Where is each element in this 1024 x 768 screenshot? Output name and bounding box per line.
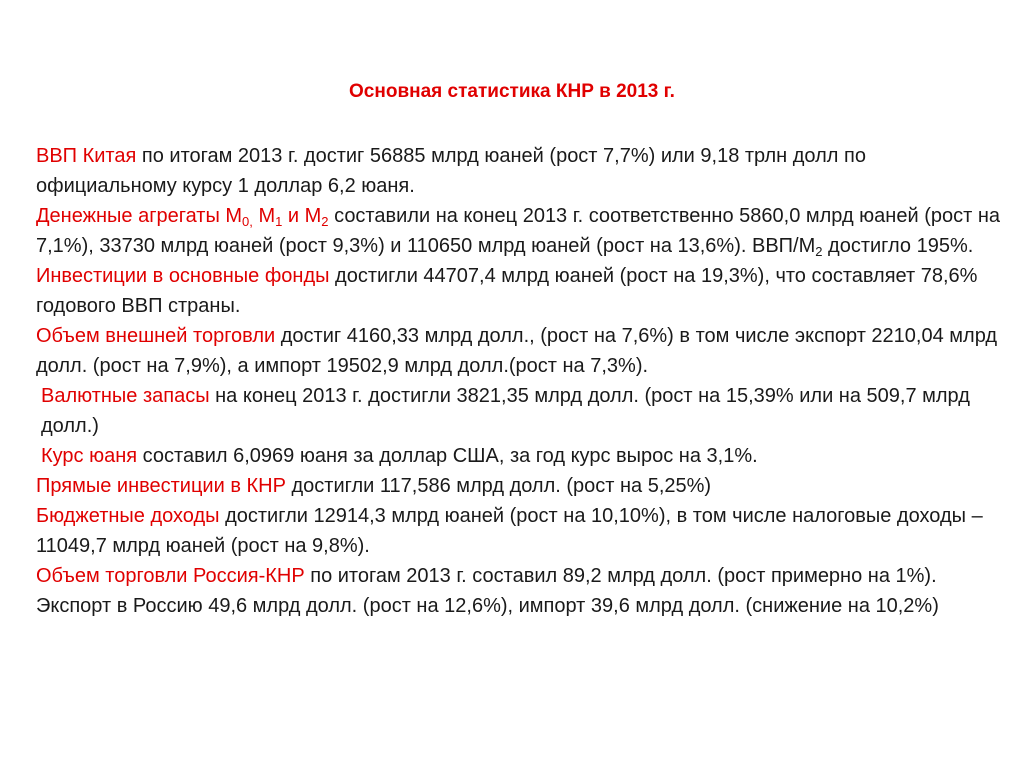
investment-text: достигли 44707,4 млрд юаней (рост на 19,…	[36, 265, 978, 317]
exchange-rate-text: составил 6,0969 юаня за доллар США, за г…	[137, 445, 758, 467]
slide-body: ВВП Китая по итогам 2013 г. достиг 56885…	[36, 141, 1000, 621]
gdp-highlight: ВВП Китая	[36, 145, 137, 167]
paragraph-fdi: Прямые инвестиции в КНР достигли 117,586…	[36, 471, 1000, 501]
money-highlight-and: и М	[282, 205, 322, 227]
paragraph-trade: Объем внешней торговли достиг 4160,33 мл…	[36, 321, 1000, 381]
paragraph-investment: Инвестиции в основные фонды достигли 447…	[36, 261, 1000, 321]
russia-trade-highlight: Объем торговли Россия-КНР	[36, 565, 305, 587]
money-m1-subscript: 1	[275, 214, 283, 229]
reserves-text: на конец 2013 г. достигли 3821,35 млрд д…	[41, 385, 970, 437]
gdp-text: по итогам 2013 г. достиг 56885 млрд юане…	[36, 145, 866, 197]
budget-highlight: Бюджетные доходы	[36, 505, 220, 527]
money-highlight-mid: М	[252, 205, 276, 227]
trade-highlight: Объем внешней торговли	[36, 325, 276, 347]
paragraph-money-aggregates: Денежные агрегаты М0, М1 и М2 составили …	[36, 201, 1000, 261]
fdi-text: достигли 117,586 млрд долл. (рост на 5,2…	[285, 475, 712, 497]
paragraph-budget: Бюджетные доходы достигли 12914,3 млрд ю…	[36, 501, 1000, 561]
money-text: составили на конец 2013 г. соответственн…	[36, 205, 1000, 257]
investment-highlight: Инвестиции в основные фонды	[36, 265, 330, 287]
money-ratio-subscript: 2	[815, 244, 823, 259]
reserves-highlight: Валютные запасы	[41, 385, 210, 407]
money-m0-subscript: 0,	[242, 214, 253, 229]
exchange-rate-highlight: Курс юаня	[41, 445, 138, 467]
paragraph-reserves: Валютные запасы на конец 2013 г. достигл…	[36, 381, 1000, 441]
money-text-end: достигло 195%.	[822, 235, 974, 257]
fdi-highlight: Прямые инвестиции в КНР	[36, 475, 286, 497]
money-highlight-prefix: Денежные агрегаты М	[36, 205, 243, 227]
slide-title: Основная статистика КНР в 2013 г.	[349, 81, 675, 102]
paragraph-gdp: ВВП Китая по итогам 2013 г. достиг 56885…	[36, 141, 1000, 201]
budget-text: достигли 12914,3 млрд юаней (рост на 10,…	[36, 505, 983, 557]
russia-trade-text: по итогам 2013 г. составил 89,2 млрд дол…	[36, 565, 939, 617]
trade-text: достиг 4160,33 млрд долл., (рост на 7,6%…	[36, 325, 998, 377]
money-m2-subscript: 2	[321, 214, 329, 229]
paragraph-exchange-rate: Курс юаня составил 6,0969 юаня за доллар…	[36, 441, 1000, 471]
paragraph-russia-trade: Объем торговли Россия-КНР по итогам 2013…	[36, 561, 1000, 621]
